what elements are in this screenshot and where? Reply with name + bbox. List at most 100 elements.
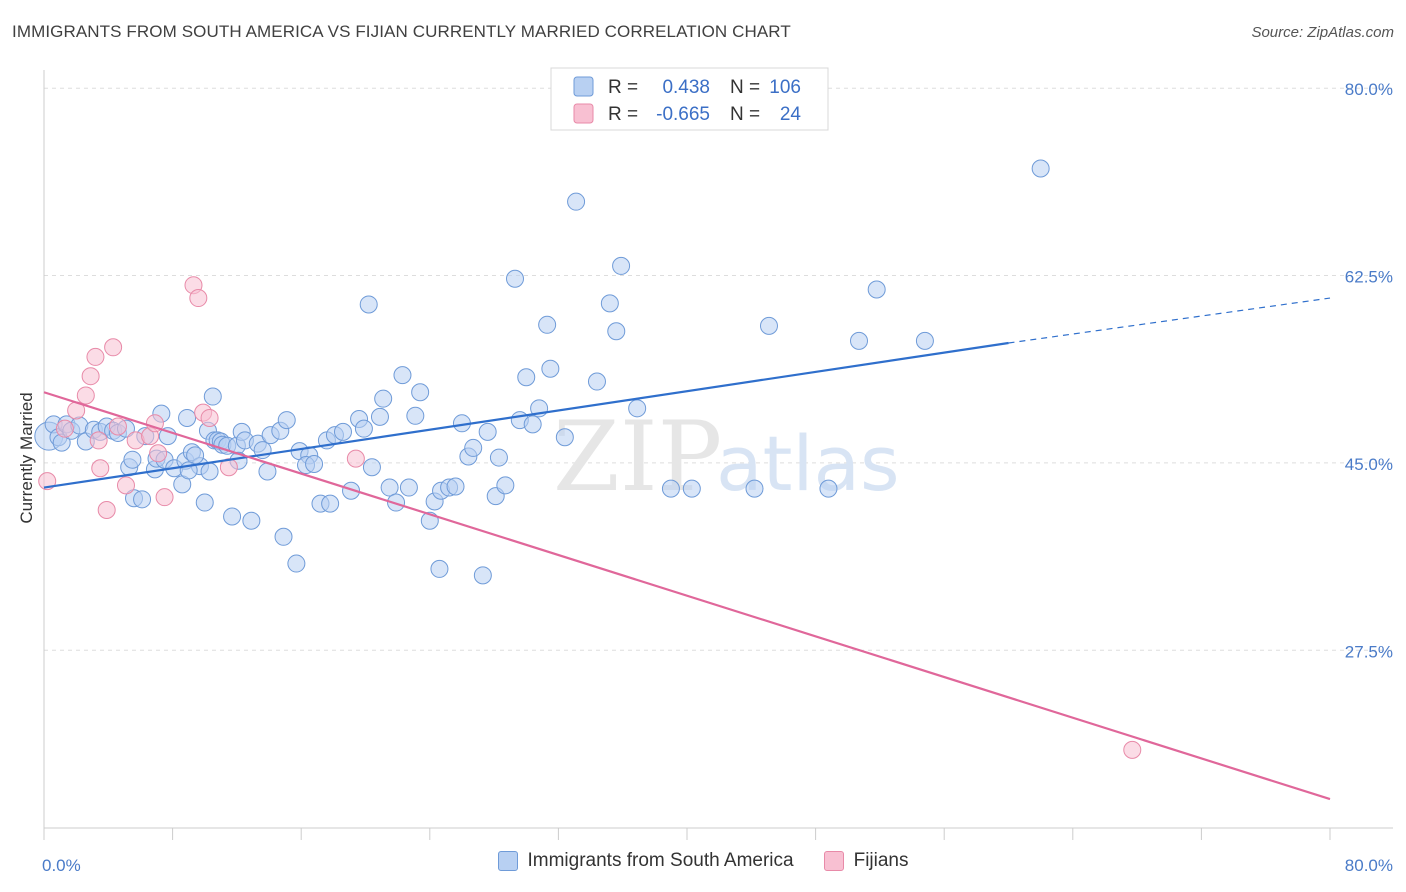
immigrants-point <box>133 490 152 509</box>
immigrants-point <box>430 559 449 578</box>
immigrants-point <box>321 494 340 513</box>
immigrants-point <box>538 315 557 334</box>
immigrants-point <box>478 422 497 441</box>
legend-n-label-1: N = <box>730 77 760 98</box>
legend-label-fijians: Fijians <box>853 850 909 871</box>
immigrants-point <box>123 450 142 469</box>
immigrants-point <box>399 478 418 497</box>
immigrants-point <box>277 411 296 430</box>
immigrants-point <box>587 372 606 391</box>
y-tick-label: 80.0% <box>1345 80 1393 99</box>
watermark-zip: ZIP <box>553 401 722 513</box>
immigrants-point <box>496 476 515 495</box>
immigrants-point <box>745 479 764 498</box>
immigrants-point <box>682 479 701 498</box>
immigrants-point <box>195 493 214 512</box>
immigrants-point <box>342 481 361 500</box>
immigrants-point <box>505 269 524 288</box>
fijians-point <box>1123 740 1142 759</box>
immigrants-point <box>555 428 574 447</box>
immigrants-trend-extension <box>1008 297 1331 344</box>
immigrants-point <box>393 366 412 385</box>
immigrants-point <box>661 479 680 498</box>
immigrants-point <box>612 256 631 275</box>
immigrants-point <box>517 368 536 387</box>
y-axis-label: Currently Married <box>17 392 36 523</box>
immigrants-point <box>819 479 838 498</box>
immigrants-point <box>541 359 560 378</box>
y-tick-labels: 27.5% 45.0% 62.5% 80.0% <box>1345 80 1393 661</box>
chart-title: IMMIGRANTS FROM SOUTH AMERICA VS FIJIAN … <box>12 22 791 41</box>
legend-item-fijians: Fijians <box>823 850 909 872</box>
immigrants-point <box>287 554 306 573</box>
trend-lines <box>43 297 1331 801</box>
immigrants-point <box>1031 159 1050 178</box>
immigrants-point <box>374 389 393 408</box>
immigrants-point <box>333 422 352 441</box>
fijians-point <box>189 289 208 308</box>
legend-n-value-2: 24 <box>780 104 802 125</box>
immigrants-point <box>186 446 205 465</box>
immigrants-point <box>362 458 381 477</box>
immigrants-point <box>607 322 626 341</box>
fijians-point <box>219 458 238 477</box>
immigrants-point <box>489 448 508 467</box>
immigrants-point <box>523 415 542 434</box>
fijians-point <box>89 431 108 450</box>
legend-r-value-2: -0.665 <box>656 104 710 125</box>
gridlines <box>44 87 1393 651</box>
legend-swatch-pink <box>573 103 594 124</box>
fijians-trend-line <box>43 391 1331 801</box>
immigrants-trend-line <box>43 341 1009 489</box>
fijians-point <box>91 459 110 478</box>
immigrants-point <box>359 295 378 314</box>
watermark-atlas: atlas <box>716 419 900 508</box>
fijians-point <box>155 488 174 507</box>
legend-r-label-1: R = <box>608 77 638 98</box>
y-tick-label: 45.0% <box>1345 455 1393 474</box>
fijians-point <box>104 338 123 357</box>
legend-label-immigrants: Immigrants from South America <box>527 850 794 871</box>
immigrants-point <box>850 331 869 350</box>
immigrants-point <box>473 566 492 585</box>
fijians-point <box>76 386 95 405</box>
immigrants-point <box>406 406 425 425</box>
immigrants-point <box>867 280 886 299</box>
x-tick-label-min: 0.0% <box>42 856 81 875</box>
fijians-point <box>55 419 74 438</box>
legend-swatch-fijians <box>823 851 844 871</box>
immigrants-point <box>274 527 293 546</box>
immigrants-point <box>759 316 778 335</box>
fijians-point <box>81 367 100 386</box>
immigrants-point <box>446 477 465 496</box>
legend-box <box>550 67 829 131</box>
immigrants-point <box>464 438 483 457</box>
immigrants-point <box>200 462 219 481</box>
immigrants-point <box>242 511 261 530</box>
watermark: ZIP atlas <box>553 401 900 513</box>
series-immigrants-points <box>34 159 1050 585</box>
immigrants-point <box>354 419 373 438</box>
fijians-point <box>86 347 105 366</box>
y-tick-label: 62.5% <box>1345 268 1393 287</box>
immigrants-point <box>600 294 619 313</box>
legend-n-value-1: 106 <box>769 77 801 98</box>
series-legend: Immigrants from South America Fijians <box>0 850 1406 872</box>
immigrants-point <box>915 331 934 350</box>
immigrants-point <box>567 192 586 211</box>
fijians-point <box>200 408 219 427</box>
legend-r-value-1: 0.438 <box>662 77 710 98</box>
immigrants-point <box>380 478 399 497</box>
legend-r-label-2: R = <box>608 104 638 125</box>
immigrants-point <box>411 383 430 402</box>
immigrants-point <box>203 387 222 406</box>
immigrants-point <box>305 454 324 473</box>
fijians-point <box>97 501 116 520</box>
fijians-point <box>346 449 365 468</box>
x-tick-label-max: 80.0% <box>1345 856 1393 875</box>
immigrants-point <box>178 408 197 427</box>
legend-item-immigrants: Immigrants from South America <box>497 850 794 872</box>
fijians-point <box>108 417 127 436</box>
y-tick-label: 27.5% <box>1345 642 1393 661</box>
